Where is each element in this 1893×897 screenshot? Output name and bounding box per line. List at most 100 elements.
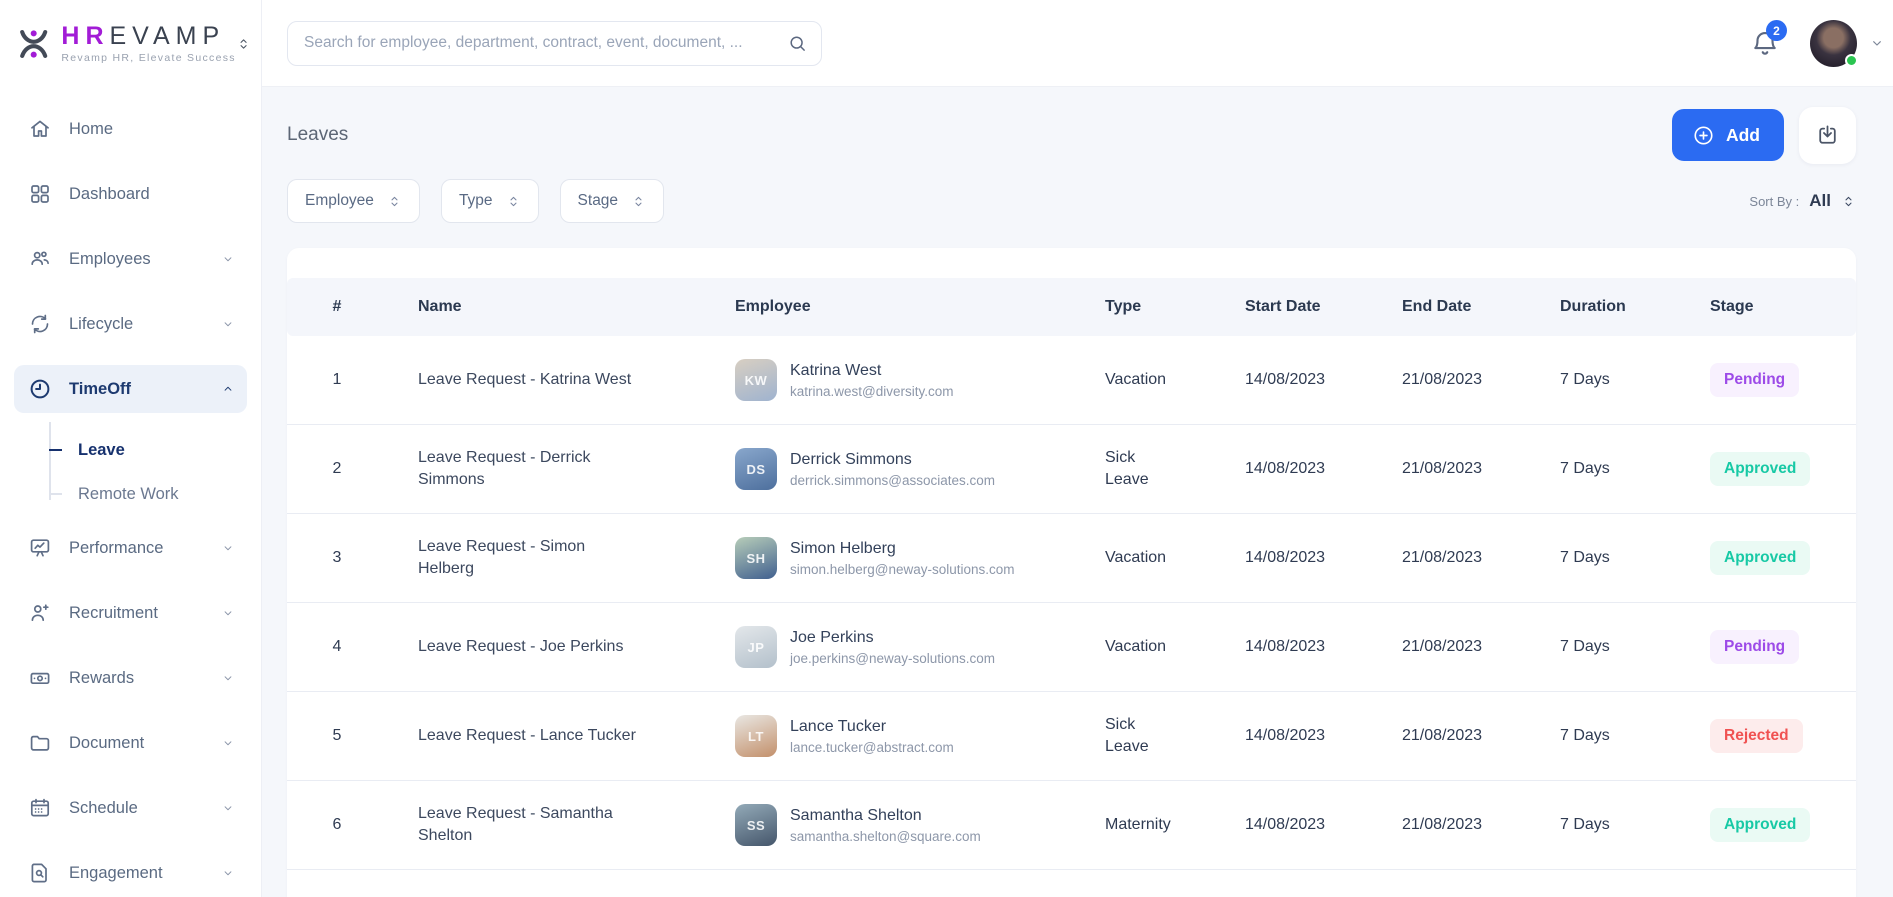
- column-header: Type: [1105, 298, 1142, 316]
- sidebar-item-home[interactable]: Home: [14, 105, 247, 153]
- chevron-down-icon: [221, 801, 235, 815]
- employee-name: Simon Helberg: [790, 539, 896, 557]
- cell-index: 3: [332, 549, 342, 566]
- document-icon: [28, 731, 52, 755]
- sort-by: Sort By : All: [1749, 191, 1856, 211]
- chevron-up-icon: [221, 382, 235, 396]
- employee-name: Joe Perkins: [790, 628, 874, 646]
- filter-employee[interactable]: Employee: [287, 179, 420, 223]
- cell-start-date: 14/08/2023: [1245, 371, 1326, 388]
- sort-chevrons-icon: [631, 194, 646, 209]
- filter-type[interactable]: Type: [440, 179, 539, 223]
- employee-email: derrick.simmons@associates.com: [790, 472, 996, 488]
- filters: Employee Type Stage: [287, 179, 665, 223]
- sidebar-item-label: Dashboard: [69, 184, 150, 203]
- sidebar-item-engagement[interactable]: Engagement: [14, 849, 247, 897]
- sort-by-value[interactable]: All: [1809, 191, 1831, 210]
- column-header: Duration: [1560, 298, 1626, 315]
- table-row[interactable]: 6 Leave Request - Samantha Shelton SS Sa…: [287, 781, 1856, 870]
- dashboard-icon: [28, 182, 52, 206]
- sidebar-item-employees[interactable]: Employees: [14, 235, 247, 283]
- cell-type: Sick Leave: [1105, 716, 1149, 755]
- cell-end-date: 21/08/2023: [1402, 727, 1483, 744]
- search-input[interactable]: [287, 20, 822, 66]
- sidebar-collapse-icon[interactable]: [236, 35, 251, 53]
- sidebar-item-label: Employees: [69, 249, 151, 268]
- sidebar-item-performance[interactable]: Performance: [14, 524, 247, 572]
- cell-employee: LT Lance Tucker lance.tucker@abstract.co…: [707, 715, 1079, 757]
- table-row[interactable]: 3 Leave Request - Simon Helberg SH Simon…: [287, 514, 1856, 603]
- cell-employee: DS Derrick Simmons derrick.simmons@assoc…: [707, 448, 1079, 490]
- filter-label: Type: [458, 192, 493, 209]
- table-row[interactable]: 1 Leave Request - Katrina West KW Katrin…: [287, 336, 1856, 425]
- chevron-down-icon: [221, 736, 235, 750]
- sidebar-item-document[interactable]: Document: [14, 719, 247, 767]
- user-avatar[interactable]: [1810, 19, 1858, 67]
- sidebar: HREVAMP Revamp HR, Elevate Success Home D…: [0, 0, 262, 897]
- sidebar-item-lifecycle[interactable]: Lifecycle: [14, 300, 247, 348]
- employee-avatar: DS: [735, 448, 777, 490]
- chevron-down-icon: [221, 317, 235, 331]
- cell-type: Vacation: [1105, 549, 1167, 567]
- cell-index: 6: [332, 816, 342, 833]
- timeoff-icon: [28, 377, 52, 401]
- table-row[interactable]: 2 Leave Request - Derrick Simmons DS Der…: [287, 425, 1856, 514]
- cell-stage: Rejected: [1684, 719, 1856, 753]
- cell-name: Leave Request - Derrick Simmons: [418, 449, 591, 488]
- sort-chevrons-icon[interactable]: [1841, 194, 1856, 209]
- sidebar-subitem-leave[interactable]: Leave: [0, 428, 261, 472]
- cell-name: Leave Request - Joe Perkins: [418, 638, 624, 656]
- cell-index: 4: [332, 638, 342, 655]
- table-row[interactable]: 5 Leave Request - Lance Tucker LT Lance …: [287, 692, 1856, 781]
- search-box: [287, 20, 822, 66]
- page-title: Leaves: [287, 124, 349, 145]
- chevron-down-icon[interactable]: [1869, 35, 1885, 51]
- export-button[interactable]: [1799, 106, 1856, 164]
- sidebar-subitem-label: Leave: [78, 440, 125, 459]
- filter-stage[interactable]: Stage: [559, 179, 665, 223]
- leaves-table: # Name Employee Type Start Date End Date Durat…: [287, 248, 1856, 897]
- employee-name: Samantha Shelton: [790, 806, 922, 824]
- rewards-icon: [28, 666, 52, 690]
- topbar: 2: [262, 0, 1893, 87]
- cell-name: Leave Request - Simon Helberg: [418, 538, 586, 577]
- sidebar-subitem-remote-work[interactable]: Remote Work: [0, 472, 261, 516]
- add-button[interactable]: Add: [1671, 109, 1784, 161]
- column-header: Name: [418, 298, 462, 316]
- table-row[interactable]: 4 Leave Request - Joe Perkins JP Joe Per…: [287, 603, 1856, 692]
- employee-email: simon.helberg@neway-solutions.com: [790, 561, 1015, 577]
- cell-start-date: 14/08/2023: [1245, 727, 1326, 744]
- sidebar-item-rewards[interactable]: Rewards: [14, 654, 247, 702]
- employee-email: katrina.west@diversity.com: [790, 383, 954, 399]
- employee-email: samantha.shelton@square.com: [790, 828, 981, 844]
- sort-chevrons-icon: [387, 194, 402, 209]
- brand-tagline: Revamp HR, Elevate Success: [61, 51, 236, 64]
- sidebar-item-label: TimeOff: [69, 379, 132, 398]
- cell-end-date: 21/08/2023: [1402, 816, 1483, 833]
- cell-start-date: 14/08/2023: [1245, 549, 1326, 566]
- sidebar-item-timeoff[interactable]: TimeOff: [14, 365, 247, 413]
- employee-name: Katrina West: [790, 361, 882, 379]
- sort-chevrons-icon: [506, 194, 521, 209]
- cell-index: 2: [332, 460, 342, 477]
- employee-avatar: LT: [735, 715, 777, 757]
- column-header: Stage: [1710, 298, 1754, 315]
- table-header-row: # Name Employee Type Start Date End Date Durat…: [287, 278, 1856, 336]
- notifications-button[interactable]: 2: [1750, 20, 1787, 58]
- cell-stage: Approved: [1684, 541, 1856, 575]
- sidebar-item-label: Rewards: [69, 668, 135, 687]
- sidebar-item-recruitment[interactable]: Recruitment: [14, 589, 247, 637]
- brand-wordmark: HREVAMP: [61, 21, 226, 50]
- recruitment-icon: [28, 601, 52, 625]
- cell-end-date: 21/08/2023: [1402, 638, 1483, 655]
- cell-type: Sick Leave: [1105, 449, 1149, 488]
- cell-type: Vacation: [1105, 638, 1167, 656]
- employee-email: lance.tucker@abstract.com: [790, 739, 954, 755]
- sidebar-item-dashboard[interactable]: Dashboard: [14, 170, 247, 218]
- engagement-icon: [28, 861, 52, 885]
- sidebar-item-schedule[interactable]: Schedule: [14, 784, 247, 832]
- stage-badge: Approved: [1710, 808, 1811, 842]
- sidebar-item-label: Performance: [69, 538, 164, 557]
- cell-end-date: 21/08/2023: [1402, 549, 1483, 566]
- employee-avatar: SH: [735, 537, 777, 579]
